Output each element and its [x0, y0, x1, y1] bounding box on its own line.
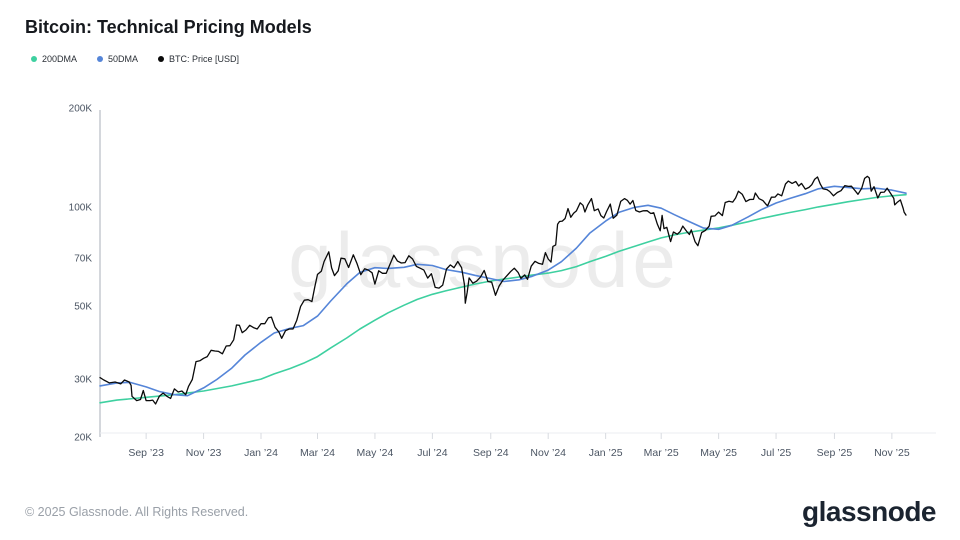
legend-item-50dma[interactable]: 50DMA: [97, 54, 138, 64]
glassnode-logo: glassnode: [802, 496, 936, 527]
page-title: Bitcoin: Technical Pricing Models: [25, 17, 312, 37]
dma200-line: [99, 193, 907, 404]
x-tick-label: Jan ’25: [589, 447, 623, 459]
x-tick-label: Jul ’25: [761, 447, 792, 459]
legend-label-200dma: 200DMA: [42, 54, 78, 64]
y-tick-label: 100K: [69, 203, 93, 214]
legend-label-btc-price: BTC: Price [USD]: [169, 54, 240, 64]
x-tick-label: Sep ’23: [128, 447, 164, 459]
price-line: [99, 175, 907, 405]
dma50-line: [99, 185, 907, 397]
legend-dot-50dma-icon: [97, 56, 104, 62]
y-tick-label: 200K: [69, 104, 93, 115]
y-tick-label: 30K: [74, 375, 92, 386]
x-tick-label: Jul ’24: [417, 447, 448, 459]
copyright-text: © 2025 Glassnode. All Rights Reserved.: [25, 505, 249, 519]
x-tick-label: Jan ’24: [244, 447, 278, 459]
x-tick-label: Nov ’25: [874, 447, 910, 459]
y-tick-label: 70K: [74, 254, 92, 265]
x-tick-label: May ’25: [700, 447, 737, 459]
x-tick-label: May ’24: [357, 447, 394, 459]
x-tick-label: Nov ’24: [530, 447, 566, 459]
x-tick-label: Sep ’24: [473, 447, 509, 459]
watermark-text: glassnode: [288, 216, 680, 304]
x-tick-label: Sep ’25: [817, 447, 853, 459]
legend-item-200dma[interactable]: 200DMA: [31, 54, 77, 64]
legend-dot-btc-price-icon: [158, 56, 165, 62]
chart-legend: 200DMA 50DMA BTC: Price [USD]: [31, 54, 239, 64]
x-tick-label: Nov ’23: [186, 447, 222, 459]
legend-dot-200dma-icon: [31, 56, 37, 62]
legend-item-btc-price[interactable]: BTC: Price [USD]: [158, 54, 239, 64]
x-tick-label: Mar ’25: [644, 447, 679, 459]
y-tick-label: 20K: [74, 433, 92, 444]
y-tick-label: 50K: [74, 302, 92, 313]
legend-label-50dma: 50DMA: [108, 54, 139, 64]
x-tick-label: Mar ’24: [300, 447, 335, 459]
